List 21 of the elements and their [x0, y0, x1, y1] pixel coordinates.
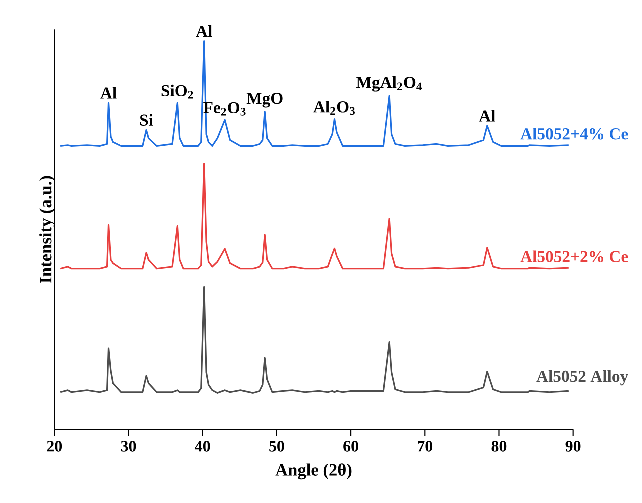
x-tick-label: 30	[121, 441, 136, 452]
x-axis-title: Angle (2θ)	[276, 464, 352, 480]
annotation: Al$_{2}$O$_{3}$	[314, 101, 355, 116]
x-tick-label: 60	[344, 441, 358, 452]
x-tick-label: 50	[270, 441, 284, 452]
series-label: Al5052+2% Ce	[520, 250, 628, 263]
x-tick-label: 40	[195, 441, 210, 452]
x-tick-label: 90	[566, 441, 581, 452]
annotation: Al	[479, 110, 496, 122]
series-label: Al5052 Alloy	[536, 370, 628, 386]
annotation: Si	[140, 114, 154, 126]
x-tick-label: 20	[47, 441, 62, 452]
annotation: Al	[196, 25, 212, 38]
annotation: MgO	[246, 93, 283, 108]
annotation: SiO$_{2}$	[162, 84, 194, 99]
x-tick-label: 70	[418, 441, 433, 452]
series-label: Al5052+4% Ce	[520, 128, 628, 140]
annotation: Al	[100, 87, 117, 99]
x-tick-label: 80	[492, 441, 507, 452]
y-axis-title: Intensity (a.u.)	[40, 176, 56, 284]
annotation: MgAl$_{2}$O$_{4}$	[356, 76, 422, 92]
